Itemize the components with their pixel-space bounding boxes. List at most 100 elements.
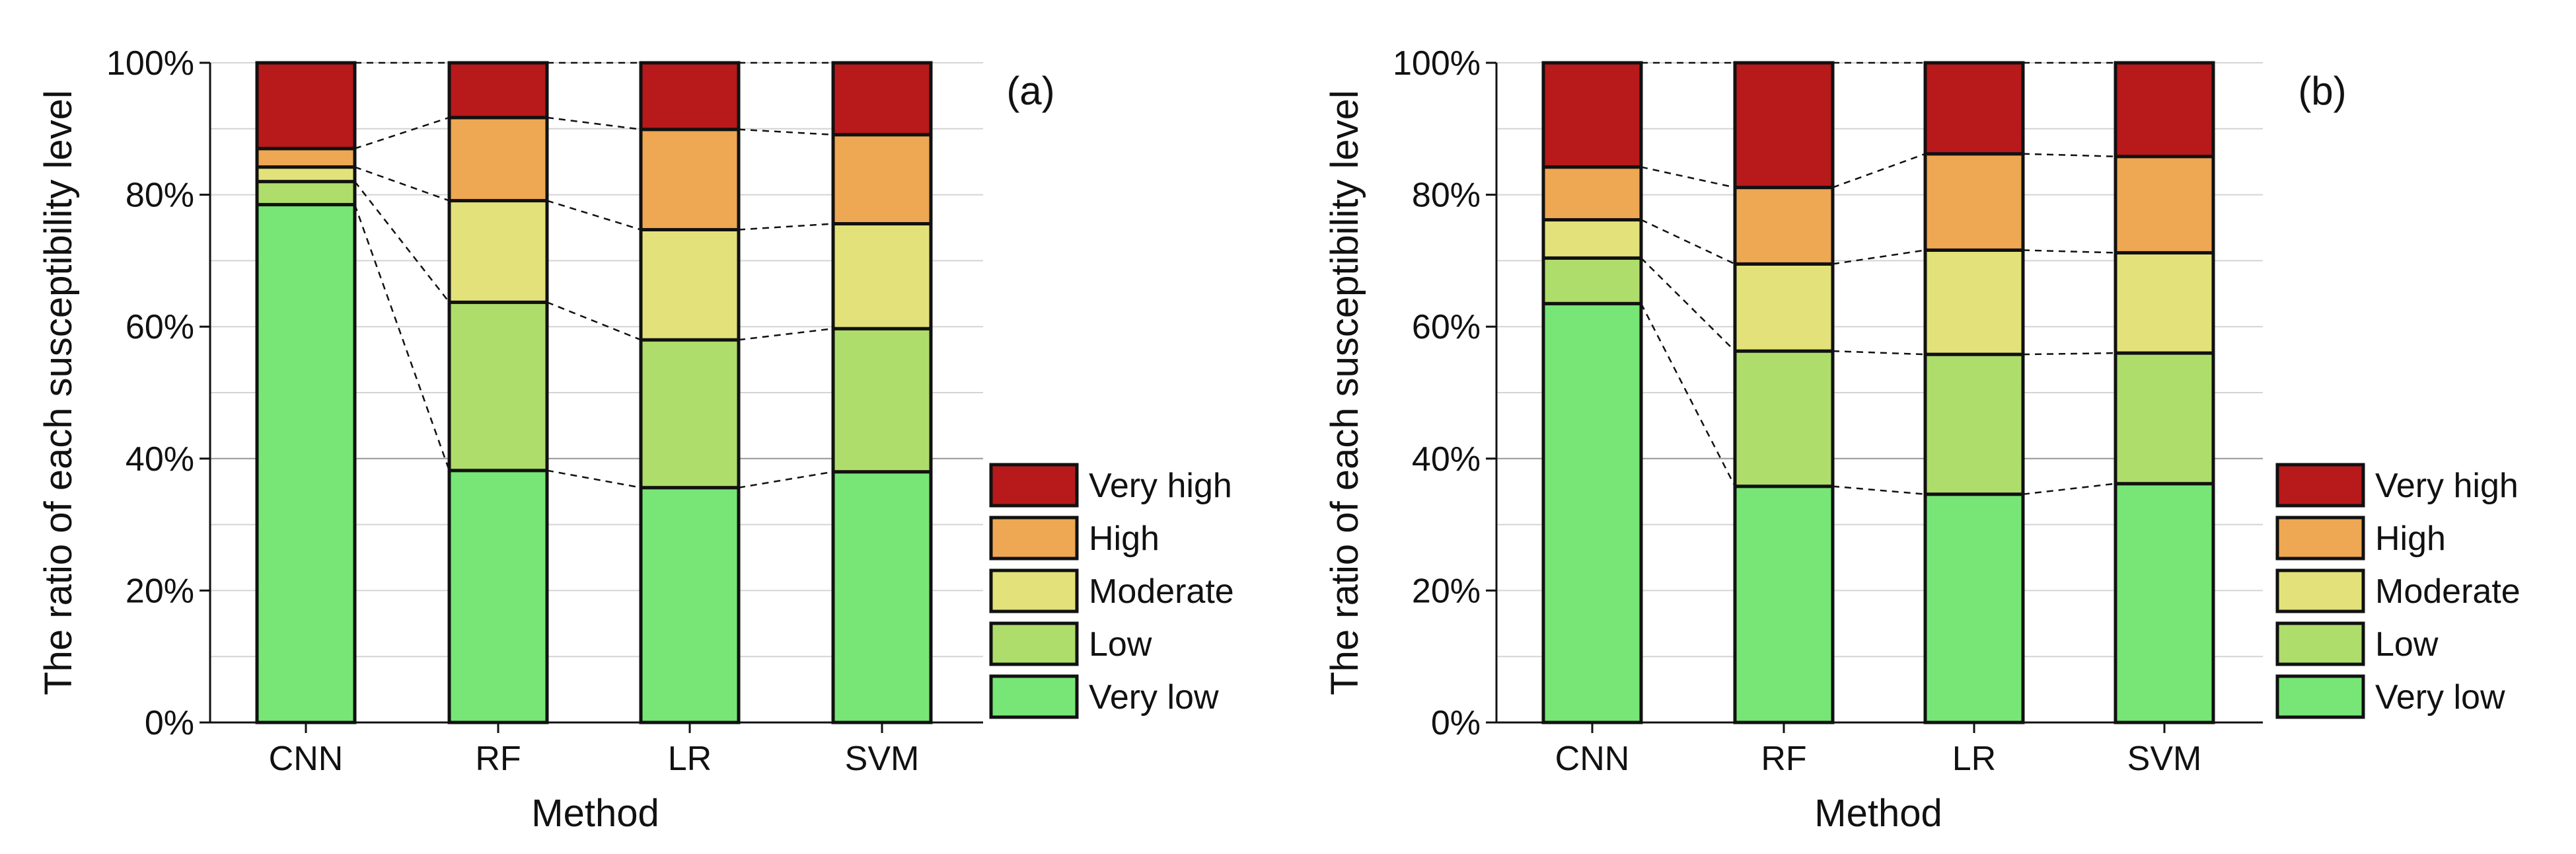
bar-segment-cnn-moderate (1541, 218, 1643, 260)
bar-segment-lr-moderate (639, 227, 741, 342)
x-tick-label-lr: LR (668, 740, 712, 778)
bar-segment-rf-low (447, 300, 549, 473)
bar-segment-cnn-very-high (255, 61, 357, 151)
connector-line (1832, 153, 1926, 188)
legend-label-high: High (1089, 520, 1159, 558)
bar-segment-cnn-high (255, 147, 357, 169)
y-tick-label: 60% (126, 308, 194, 346)
connector-line (354, 180, 450, 303)
bar-segment-rf-moderate (447, 199, 549, 304)
bar-segment-cnn-very-low (1541, 301, 1643, 724)
legend-label-low: Low (1089, 625, 1152, 664)
legend-label-very-low: Very low (1089, 678, 1219, 717)
bar-segment-lr-high (639, 128, 741, 231)
connector-line (1640, 166, 1736, 188)
bar-segment-cnn-low (1541, 256, 1643, 305)
y-tick-label: 0% (145, 704, 194, 742)
legend-swatch-moderate (989, 568, 1079, 613)
bar-segment-lr-high (1923, 152, 2025, 252)
connector-line (1640, 303, 1736, 487)
legend-swatch-very-low (2275, 674, 2365, 719)
bar-segment-svm-low (831, 327, 933, 474)
bar-segment-lr-very-low (639, 486, 741, 724)
bar-segment-svm-very-low (2114, 482, 2215, 724)
legend-label-moderate: Moderate (1089, 572, 1234, 611)
bar-segment-rf-high (447, 116, 549, 203)
legend-swatch-moderate (2275, 568, 2365, 613)
connector-line (738, 128, 834, 136)
legend-label-very-high: Very high (2375, 467, 2519, 505)
bar-segment-cnn-moderate (255, 165, 357, 184)
bar-segment-svm-high (2114, 155, 2215, 254)
legend-label-moderate: Moderate (2375, 572, 2521, 611)
bar-segment-lr-very-high (1923, 61, 2025, 156)
y-tick-label: 0% (1431, 704, 1481, 742)
connector-line (2022, 483, 2116, 495)
bar-segment-svm-moderate (2114, 251, 2215, 355)
bar-segment-cnn-very-low (255, 203, 357, 724)
legend-swatch-high (989, 516, 1079, 561)
connector-line (2022, 249, 2116, 254)
connector-line (546, 116, 642, 131)
bar-segment-rf-moderate (1733, 262, 1835, 353)
y-tick-label: 100% (106, 44, 194, 83)
chart-panel-b: 0% 20% 40% 60% 80% 100% CNN RF LR SVM Method The ra… (1323, 44, 2521, 835)
chart-panel-a: 0% 20% 40% 60% 80% 100% CNN RF LR SVM Method The ra… (37, 44, 1234, 835)
connector-line (2022, 352, 2116, 356)
x-tick-label-rf: RF (475, 740, 521, 778)
bar-segment-lr-very-high (639, 61, 741, 132)
legend-swatch-high (2275, 516, 2365, 561)
y-tick-label: 80% (1412, 176, 1481, 215)
legend-label-very-high: Very high (1089, 467, 1232, 505)
connector-line (546, 301, 642, 341)
bar-segment-cnn-very-high (1541, 61, 1643, 169)
bar-segment-lr-low (1923, 352, 2025, 496)
y-tick-label: 80% (126, 176, 194, 215)
legend-label-low: Low (2375, 625, 2439, 664)
legend: Very high High Moderate Low Very low (989, 463, 1234, 719)
bar-segment-cnn-low (255, 180, 357, 207)
connector-line (738, 327, 834, 341)
y-tick-label: 20% (1412, 572, 1481, 610)
y-tick-label: 100% (1393, 44, 1481, 83)
x-tick-label-lr: LR (1952, 740, 1996, 778)
bar-segment-svm-low (2114, 351, 2215, 486)
connector-line (1640, 257, 1736, 352)
bar-segment-rf-low (1733, 349, 1835, 488)
y-axis-title: The ratio of each susceptibility level (37, 90, 80, 695)
y-tick-label: 40% (126, 440, 194, 479)
legend-label-high: High (2375, 520, 2446, 558)
y-tick-label: 20% (126, 572, 194, 610)
x-tick-label-cnn: CNN (269, 740, 344, 778)
connector-line (738, 471, 834, 488)
connector-line (2022, 153, 2116, 157)
bar-segment-svm-very-high (2114, 61, 2215, 159)
connector-line (546, 200, 642, 231)
legend-swatch-low (989, 621, 1079, 666)
legend-swatch-low (2275, 621, 2365, 666)
y-tick-label: 40% (1412, 440, 1481, 479)
connector-line (1832, 249, 1926, 265)
connector-line (546, 469, 642, 488)
connector-line (1832, 350, 1926, 356)
connector-line (1832, 485, 1926, 495)
x-tick-label-rf: RF (1761, 740, 1806, 778)
legend-label-very-low: Very low (2375, 678, 2505, 717)
bar-segment-rf-high (1733, 186, 1835, 266)
bar-segment-svm-moderate (831, 222, 933, 330)
bar-segment-rf-very-high (447, 61, 549, 120)
panel-label: (b) (2298, 69, 2346, 113)
panel-label: (a) (1006, 69, 1054, 113)
x-tick-label-cnn: CNN (1555, 740, 1630, 778)
x-tick-label-svm: SVM (2127, 740, 2202, 778)
y-axis-title: The ratio of each susceptibility level (1323, 90, 1366, 695)
bar-segment-svm-very-low (831, 470, 933, 724)
bar-segment-lr-very-low (1923, 492, 2025, 724)
legend-swatch-very-high (2275, 463, 2365, 508)
x-axis-title: Method (1814, 792, 1942, 835)
bar-segment-lr-moderate (1923, 248, 2025, 356)
bar-segment-rf-very-high (1733, 61, 1835, 190)
connector-line (738, 223, 834, 231)
connector-line (354, 116, 450, 149)
